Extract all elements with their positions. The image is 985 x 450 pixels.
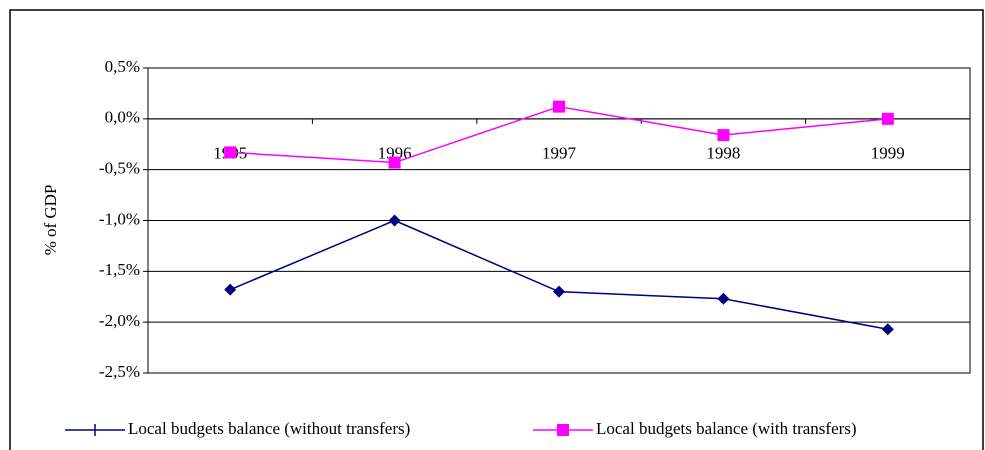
point	[388, 156, 401, 169]
legend-marker	[557, 424, 569, 436]
point	[224, 283, 237, 296]
point	[881, 112, 894, 125]
y-tick-label: 0,5%	[105, 57, 140, 76]
y-tick-label: -2,5%	[99, 362, 140, 381]
point	[881, 323, 894, 336]
point	[717, 292, 730, 305]
x-tick-label: 1996	[378, 144, 412, 163]
chart-border	[9, 9, 984, 450]
x-tick-label: 1997	[542, 144, 577, 163]
point	[553, 285, 565, 298]
point	[553, 100, 565, 113]
x-tick-label: 1998	[706, 144, 740, 163]
point	[388, 214, 401, 227]
legend-label: Local budgets balance (without transfers…	[128, 419, 410, 438]
y-tick-label: -1,5%	[99, 260, 140, 279]
point	[224, 146, 237, 159]
legend-label: Local budgets balance (with transfers)	[596, 419, 857, 438]
y-tick-label: 0,0%	[105, 108, 140, 127]
y-tick-label: -2,0%	[99, 311, 140, 330]
y-axis-label: % of GDP	[41, 185, 60, 256]
point	[717, 129, 730, 142]
y-tick-label: -1,0%	[99, 209, 140, 228]
series-line	[229, 219, 888, 331]
y-tick-label: -0,5%	[99, 159, 140, 178]
x-tick-label: 1999	[871, 144, 905, 163]
